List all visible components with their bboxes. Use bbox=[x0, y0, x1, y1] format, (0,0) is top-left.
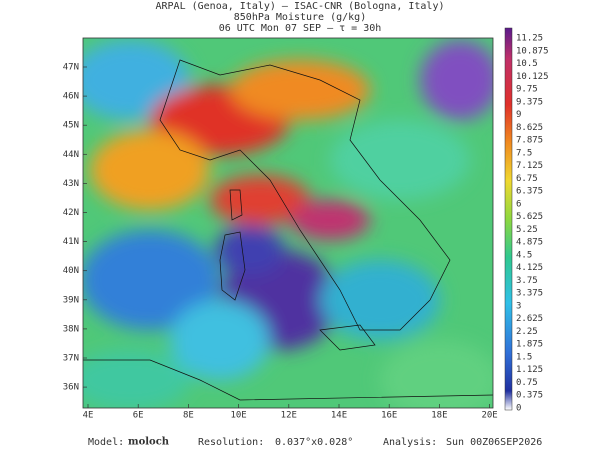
lat-label: 41N bbox=[63, 237, 79, 247]
colorbar-label: 4.125 bbox=[516, 263, 543, 273]
lon-label: 14E bbox=[331, 411, 347, 421]
colorbar-label: 0 bbox=[516, 404, 521, 414]
footer-value: Sun 00Z06SEP2026 bbox=[446, 437, 542, 448]
lat-label: 47N bbox=[63, 63, 79, 73]
lat-label: 45N bbox=[63, 121, 79, 131]
colorbar-label: 4.875 bbox=[516, 238, 543, 248]
colorbar-label: 9.375 bbox=[516, 97, 543, 107]
footer-value: moloch bbox=[128, 437, 170, 448]
colorbar-label: 7.125 bbox=[516, 161, 543, 171]
lat-label: 46N bbox=[63, 92, 79, 102]
colorbar-label: 3.375 bbox=[516, 289, 543, 299]
colorbar-label: 7.875 bbox=[516, 136, 543, 146]
colorbar-label: 9.75 bbox=[516, 85, 538, 95]
colorbar-label: 7.5 bbox=[516, 148, 532, 158]
colorbar-label: 1.5 bbox=[516, 352, 532, 362]
lat-label: 38N bbox=[63, 324, 79, 334]
colorbar-label: 11.25 bbox=[516, 34, 543, 44]
colorbar-label: 2.25 bbox=[516, 327, 538, 337]
lat-label: 43N bbox=[63, 179, 79, 189]
colorbar-label: 10.125 bbox=[516, 72, 549, 82]
lat-label: 36N bbox=[63, 383, 79, 393]
lat-label: 37N bbox=[63, 354, 79, 364]
colorbar-label: 9 bbox=[516, 110, 521, 120]
colorbar-label: 6.375 bbox=[516, 187, 543, 197]
title-line: 850hPa Moisture (g/kg) bbox=[234, 12, 366, 23]
colorbar-label: 10.875 bbox=[516, 46, 549, 56]
lon-label: 16E bbox=[381, 411, 397, 421]
lat-label: 44N bbox=[63, 150, 79, 160]
colorbar-label: 4.5 bbox=[516, 250, 532, 260]
lon-label: 4E bbox=[83, 411, 94, 421]
colorbar-label: 10.5 bbox=[516, 59, 538, 69]
colorbar-label: 3 bbox=[516, 301, 521, 311]
map-field bbox=[83, 38, 493, 408]
lon-label: 12E bbox=[281, 411, 297, 421]
colorbar-label: 0.375 bbox=[516, 391, 543, 401]
title-line: 06 UTC Mon 07 SEP – τ = 30h bbox=[219, 23, 382, 34]
lat-label: 40N bbox=[63, 266, 79, 276]
footer-label: Model: bbox=[88, 437, 124, 448]
colorbar-label: 5.625 bbox=[516, 212, 543, 222]
title-line: ARPAL (Genoa, Italy) – ISAC-CNR (Bologna… bbox=[156, 1, 445, 12]
colorbar-label: 2.625 bbox=[516, 314, 543, 324]
colorbar-label: 5.25 bbox=[516, 225, 538, 235]
footer-label: Resolution: bbox=[198, 437, 264, 448]
colorbar-label: 1.125 bbox=[516, 365, 543, 375]
lat-label: 42N bbox=[63, 208, 79, 218]
colorbar-label: 8.625 bbox=[516, 123, 543, 133]
footer-label: Analysis: bbox=[383, 437, 437, 448]
footer-value: 0.037°x0.028° bbox=[275, 437, 353, 448]
lon-label: 8E bbox=[183, 411, 194, 421]
colorbar bbox=[504, 27, 513, 411]
colorbar-label: 1.875 bbox=[516, 340, 543, 350]
colorbar-label: 6 bbox=[516, 199, 521, 209]
colorbar-label: 3.75 bbox=[516, 276, 538, 286]
map-frame bbox=[82, 37, 494, 409]
colorbar-label: 0.75 bbox=[516, 378, 538, 388]
lon-label: 20E bbox=[481, 411, 497, 421]
colorbar-label: 6.75 bbox=[516, 174, 538, 184]
lon-label: 10E bbox=[230, 411, 246, 421]
lon-label: 18E bbox=[431, 411, 447, 421]
lon-label: 6E bbox=[133, 411, 144, 421]
lat-label: 39N bbox=[63, 295, 79, 305]
